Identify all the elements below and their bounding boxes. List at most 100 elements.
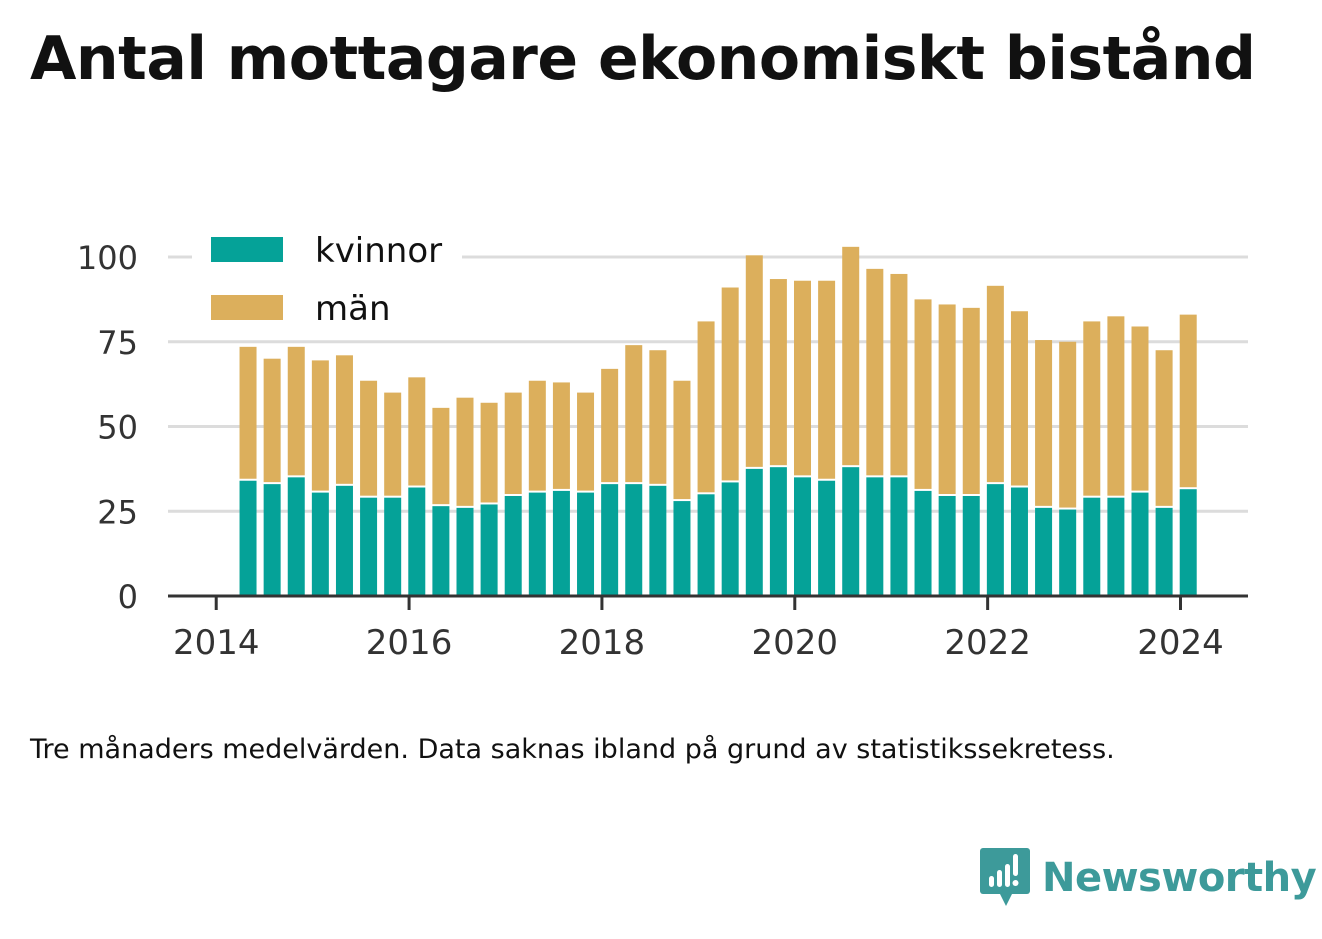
bar-kvinnor [1083, 497, 1101, 596]
bar-kvinnor [1155, 507, 1173, 596]
bar-kvinnor [721, 482, 739, 596]
bar-kvinnor [866, 477, 884, 596]
bar-kvinnor [1059, 509, 1077, 596]
bar-man [480, 402, 498, 503]
bar-man [890, 273, 908, 476]
bar-man [962, 307, 980, 494]
bar-kvinnor [986, 484, 1004, 596]
bar-man [311, 360, 329, 491]
bar-kvinnor [794, 477, 811, 596]
bar-man [1179, 314, 1197, 488]
bar-kvinnor [311, 492, 329, 596]
bar-kvinnor [287, 477, 305, 596]
x-tick-label: 2016 [366, 623, 453, 663]
bar-kvinnor [408, 487, 426, 596]
bar-man [601, 368, 619, 483]
bar-man [408, 377, 426, 486]
legend-label: män [315, 289, 391, 329]
footnote: Tre månaders medelvärden. Data saknas ib… [30, 734, 1115, 765]
bar-kvinnor [962, 495, 980, 596]
bar-man [625, 345, 643, 483]
bar-kvinnor [649, 485, 667, 596]
bar-man [914, 299, 932, 489]
bar-kvinnor [577, 492, 595, 596]
y-tick-label: 50 [97, 409, 138, 447]
bar-man [552, 382, 570, 489]
bar-kvinnor [432, 506, 450, 596]
bar-kvinnor [384, 497, 402, 596]
bar-kvinnor [818, 480, 836, 596]
bar-man [842, 246, 860, 466]
bar-kvinnor [914, 490, 932, 596]
bar-man [456, 397, 474, 506]
bar-man [649, 350, 667, 484]
y-tick-label: 25 [97, 493, 138, 531]
bar-man [866, 268, 884, 476]
bar-man [1059, 341, 1077, 508]
bar-man [745, 255, 763, 467]
bar-man [986, 285, 1004, 483]
bar-kvinnor [1010, 487, 1028, 596]
bar-man [384, 392, 402, 496]
bar-kvinnor [1131, 492, 1149, 596]
y-tick-label: 0 [118, 578, 138, 616]
bar-kvinnor [842, 467, 860, 596]
bar-man [1107, 316, 1125, 496]
y-tick-label: 100 [77, 239, 138, 277]
bar-kvinnor [1035, 507, 1053, 596]
bar-kvinnor [769, 467, 787, 596]
y-tick-label: 75 [97, 324, 138, 362]
bar-kvinnor [528, 492, 546, 596]
chart-title: Antal mottagare ekonomiskt bistånd [30, 24, 1256, 94]
bar-kvinnor [697, 494, 715, 596]
bar-kvinnor [625, 484, 643, 596]
x-tick-label: 2022 [944, 623, 1031, 663]
bar-man [1010, 311, 1028, 486]
bar-man [528, 380, 546, 491]
bar-man [577, 392, 595, 491]
bar-man [1035, 340, 1053, 506]
legend: kvinnor män [192, 228, 462, 340]
x-tick-label: 2014 [173, 623, 260, 663]
bar-kvinnor [1179, 489, 1197, 596]
bar-kvinnor [745, 468, 763, 596]
bar-kvinnor [504, 495, 522, 596]
bar-man [818, 280, 836, 479]
bar-kvinnor [938, 495, 956, 596]
bar-kvinnor [1107, 497, 1125, 596]
bar-man [1155, 350, 1173, 506]
bar-man [721, 287, 739, 481]
bar-man [335, 355, 353, 484]
bar-man [239, 346, 257, 479]
bar-kvinnor [456, 507, 474, 596]
bar-man [1083, 321, 1101, 496]
x-tick-label: 2024 [1137, 623, 1224, 663]
bar-man [938, 304, 956, 494]
bar-man [263, 358, 281, 483]
bar-kvinnor [263, 484, 281, 596]
bar-kvinnor [601, 484, 619, 596]
newsworthy-logo-icon [980, 848, 1030, 906]
legend-swatch [211, 295, 283, 320]
bar-man [360, 380, 378, 496]
bar-man [504, 392, 522, 494]
bar-kvinnor [552, 490, 570, 596]
axes: 0 25 50 75 100 2014 2016 2018 2020 2022 2024 [77, 239, 1248, 663]
bar-man [287, 346, 305, 476]
bar-man [697, 321, 715, 493]
legend-label: kvinnor [315, 231, 442, 271]
bar-man [432, 407, 450, 505]
bar-kvinnor [480, 504, 498, 596]
x-tick-label: 2018 [559, 623, 646, 663]
brand-logo: Newsworthy [980, 848, 1317, 908]
bar-man [1131, 326, 1149, 491]
bar-kvinnor [890, 477, 908, 596]
bar-man [794, 280, 811, 476]
bar-kvinnor [360, 497, 378, 596]
bar-kvinnor [239, 480, 257, 596]
bar-kvinnor [673, 501, 691, 596]
x-tick-label: 2020 [752, 623, 839, 663]
stacked-bar-chart: 0 25 50 75 100 2014 2016 2018 2020 2022 2024 kvinn… [76, 228, 1248, 663]
bars [239, 246, 1197, 596]
bar-kvinnor [335, 485, 353, 596]
